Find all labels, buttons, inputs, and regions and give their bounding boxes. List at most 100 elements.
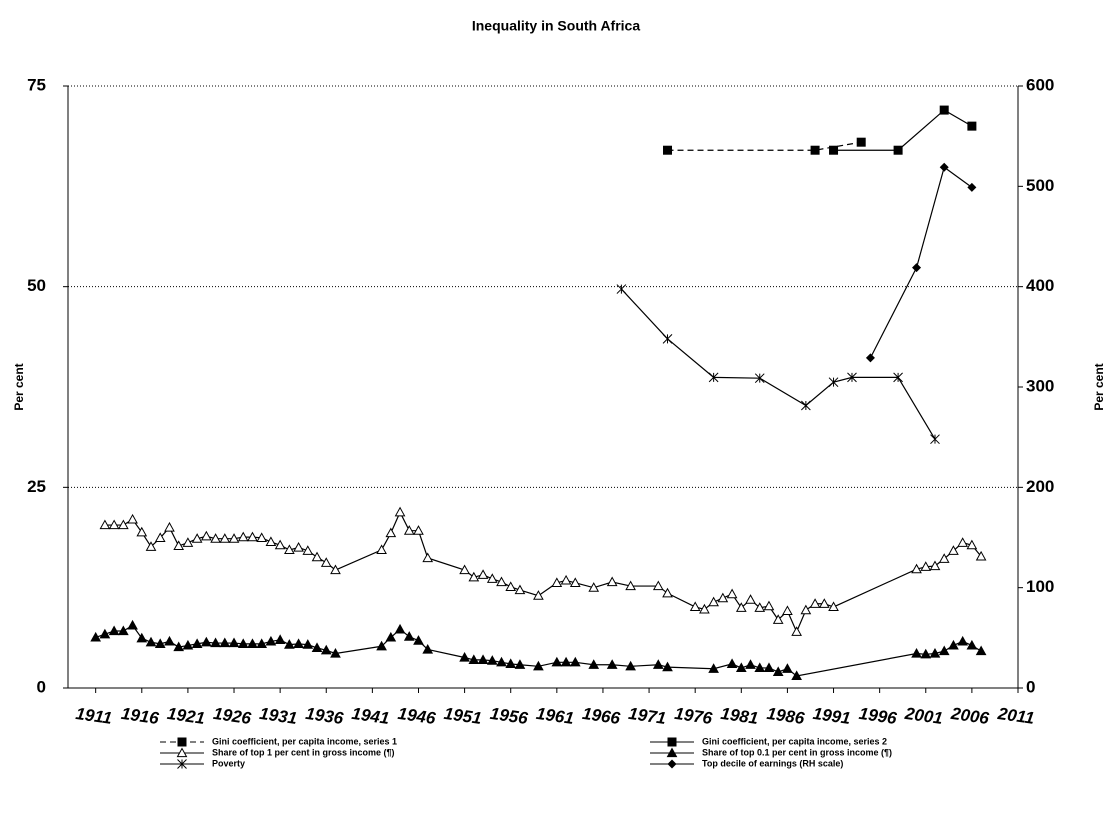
marker — [302, 639, 314, 649]
marker — [237, 638, 249, 648]
marker — [763, 662, 775, 673]
marker — [975, 550, 987, 561]
marker — [791, 670, 802, 681]
marker — [468, 654, 480, 665]
marker — [726, 588, 738, 599]
marker — [533, 590, 544, 600]
legend-marker — [177, 737, 187, 747]
y2-tick-label: 100 — [1026, 577, 1054, 596]
marker — [735, 602, 747, 612]
marker — [966, 539, 978, 550]
marker — [551, 577, 563, 587]
marker — [911, 647, 922, 658]
marker — [754, 373, 765, 384]
marker — [616, 284, 627, 294]
marker — [828, 601, 839, 612]
marker — [200, 636, 212, 647]
marker — [108, 625, 120, 636]
marker — [459, 651, 470, 662]
marker — [708, 372, 719, 383]
y2-axis-label: Per cent — [1092, 363, 1106, 410]
marker — [164, 521, 175, 532]
legend-label: Poverty — [212, 758, 245, 768]
marker — [865, 353, 875, 363]
marker — [829, 145, 839, 155]
marker — [210, 533, 221, 543]
marker — [948, 639, 959, 650]
marker — [625, 660, 636, 671]
marker — [219, 533, 231, 543]
marker — [330, 564, 341, 575]
marker — [477, 654, 489, 665]
marker — [90, 631, 102, 642]
series-line — [104, 510, 982, 634]
marker — [763, 600, 775, 611]
marker — [569, 656, 581, 667]
marker — [938, 645, 950, 656]
legend-marker — [176, 747, 188, 758]
marker — [117, 625, 129, 636]
marker — [652, 659, 664, 669]
marker — [127, 619, 138, 630]
marker — [662, 333, 673, 344]
legend: Gini coefficient, per capita income, ser… — [160, 736, 892, 769]
marker — [505, 658, 517, 669]
marker — [182, 537, 194, 547]
y2-tick-label: 500 — [1026, 176, 1054, 195]
marker — [413, 635, 424, 645]
marker — [394, 506, 406, 517]
x-tick-label: 2001 — [903, 704, 944, 728]
marker — [477, 569, 489, 579]
x-tick-label: 1951 — [443, 704, 483, 728]
marker — [745, 594, 756, 604]
legend-label: Gini coefficient, per capita income, ser… — [212, 736, 397, 746]
marker — [376, 544, 387, 555]
marker — [800, 604, 812, 615]
marker — [496, 656, 507, 667]
marker — [818, 598, 830, 608]
marker — [606, 659, 618, 669]
marker — [967, 121, 977, 131]
marker — [856, 137, 866, 147]
marker — [726, 658, 738, 669]
marker — [320, 557, 332, 567]
marker — [256, 532, 268, 543]
y2-tick-label: 0 — [1026, 677, 1035, 696]
marker — [772, 666, 784, 677]
marker — [284, 639, 295, 649]
x-tick-label: 1941 — [350, 704, 390, 728]
marker — [911, 563, 922, 574]
marker — [164, 635, 175, 646]
marker — [662, 661, 673, 672]
marker — [173, 540, 185, 551]
marker — [468, 571, 480, 582]
marker — [920, 648, 932, 659]
marker — [938, 553, 950, 563]
marker — [717, 592, 729, 603]
marker — [662, 587, 673, 598]
marker — [514, 659, 526, 669]
x-tick-label: 1996 — [858, 704, 899, 728]
x-tick-label: 1991 — [812, 704, 852, 728]
marker — [735, 662, 747, 673]
marker — [754, 602, 766, 612]
y-tick-label: 25 — [27, 477, 46, 496]
marker — [403, 631, 415, 641]
marker — [699, 603, 710, 614]
marker — [708, 596, 719, 607]
marker — [200, 530, 212, 541]
x-tick-label: 1976 — [673, 704, 714, 728]
marker — [948, 545, 959, 555]
marker — [486, 655, 498, 665]
x-tick-label: 1961 — [535, 704, 575, 728]
marker — [154, 638, 166, 648]
marker — [136, 632, 148, 643]
marker — [772, 614, 784, 624]
legend-marker — [667, 759, 677, 769]
marker — [957, 635, 969, 646]
marker — [228, 637, 240, 648]
marker — [99, 628, 111, 639]
marker — [108, 519, 120, 530]
x-tick-label: 2011 — [996, 704, 1036, 728]
marker — [920, 561, 932, 571]
